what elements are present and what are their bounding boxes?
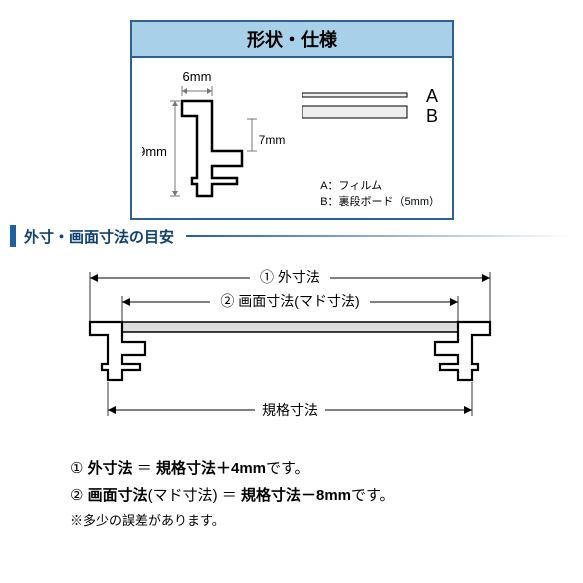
dim-standard-text: 規格寸法 <box>262 402 318 418</box>
spec-header: 形状・仕様 <box>132 22 452 58</box>
layer-b-label: B <box>426 106 438 127</box>
layer-diagram <box>302 88 442 148</box>
spec-note: ※多少の誤差があります。 <box>70 509 395 532</box>
spec-line-1: ① 外寸法 ＝ 規格寸法＋4mmです。 <box>70 455 395 482</box>
dim-19mm-text: 19mm <box>142 144 167 159</box>
dim-7mm-text: 7mm <box>259 133 286 147</box>
layer-legend: A：フィルム B：裏段ボード（5mm） <box>320 179 440 210</box>
spec-line-2: ② 画面寸法(マド寸法) ＝ 規格寸法－8mmです。 <box>70 482 395 509</box>
spec-box: 形状・仕様 6mm 19mm 7mm <box>130 20 454 220</box>
profile-path <box>182 101 242 196</box>
dim-outer-text: ① 外寸法 <box>260 269 320 285</box>
section-bar <box>10 225 16 247</box>
section-underline <box>186 235 573 237</box>
profile-diagram: 6mm 19mm 7mm <box>142 66 292 211</box>
spec-body: 6mm 19mm 7mm A B <box>132 58 452 218</box>
layer-a-rect <box>302 93 407 97</box>
dim-6mm-text: 6mm <box>183 69 212 84</box>
layer-a-label: A <box>426 86 438 107</box>
dim-screen-text: ② 画面寸法(マド寸法) <box>220 293 359 309</box>
spec-text-block: ① 外寸法 ＝ 規格寸法＋4mmです。 ② 画面寸法(マド寸法) ＝ 規格寸法－… <box>70 455 395 532</box>
layer-b-rect <box>302 106 407 118</box>
section-heading: 外寸・画面寸法の目安 <box>10 225 573 247</box>
section-title: 外寸・画面寸法の目安 <box>24 226 174 247</box>
cross-section-diagram: ① 外寸法 ② 画面寸法(マド寸法) 規格寸法 <box>50 260 530 440</box>
